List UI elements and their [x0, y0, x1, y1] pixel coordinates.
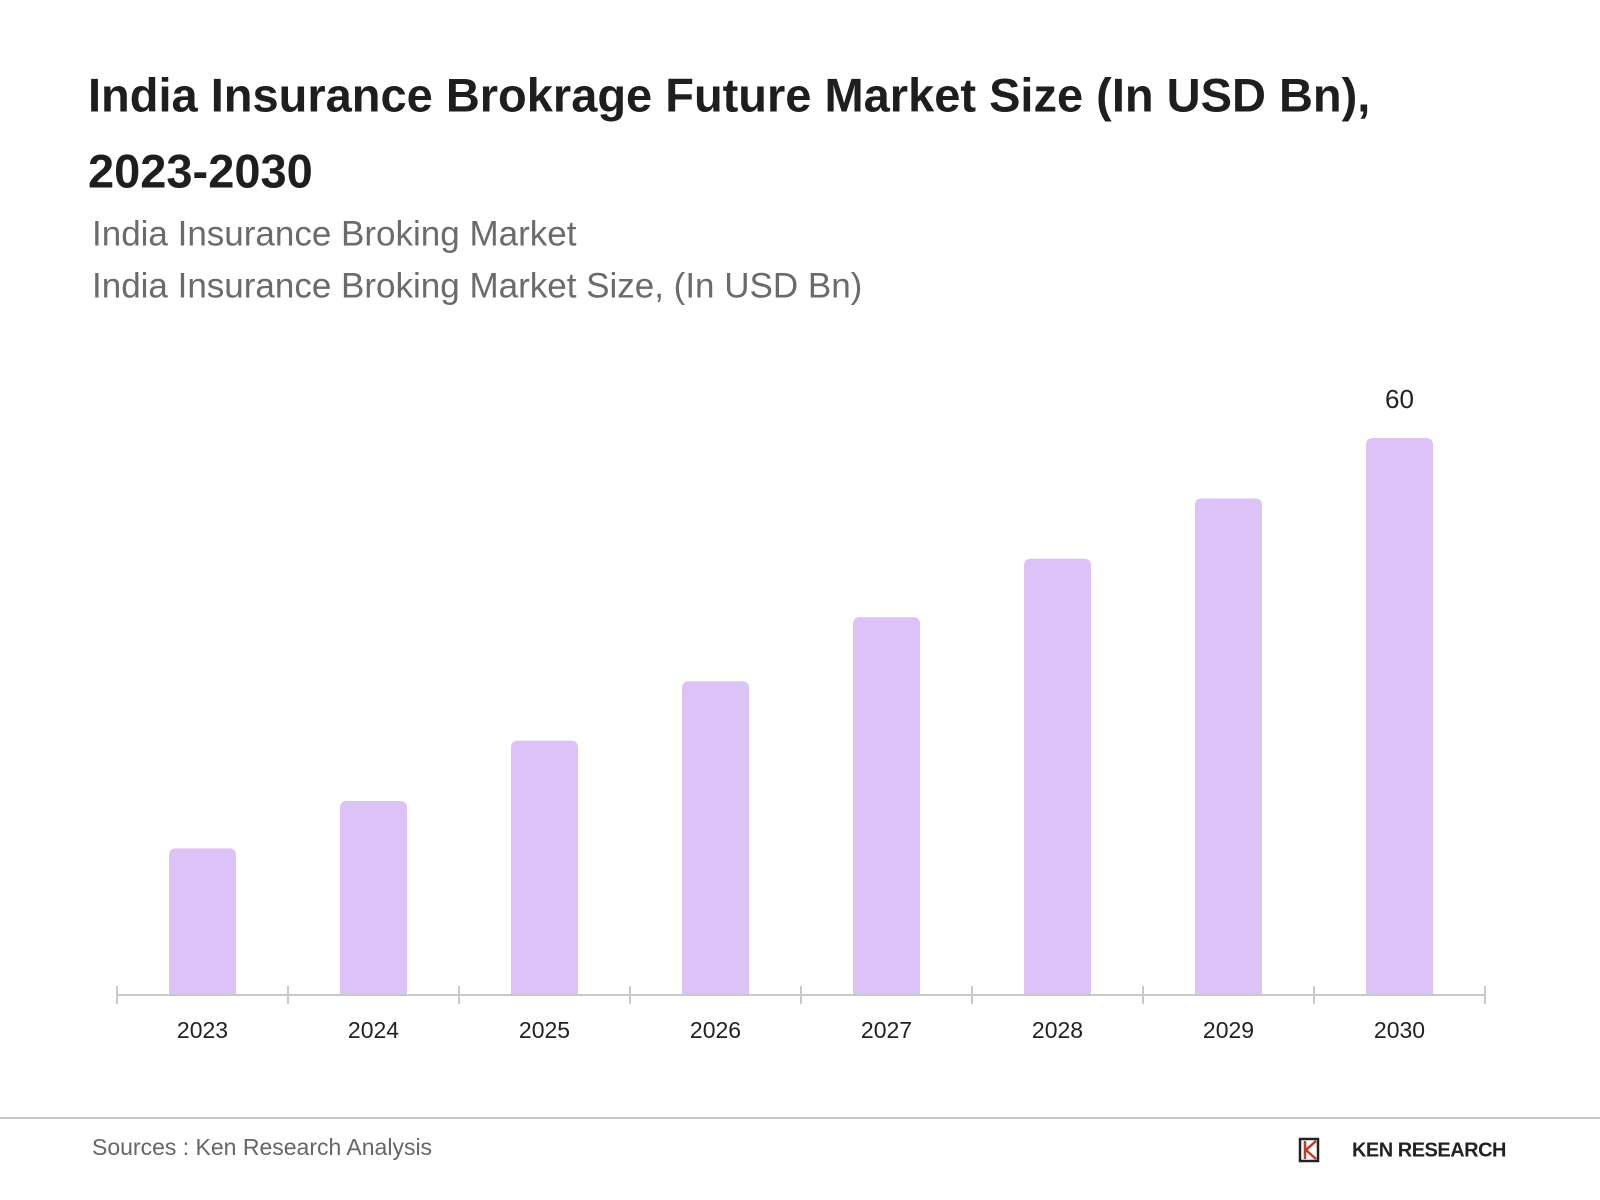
x-tick-label: 2029: [1203, 1017, 1254, 1043]
bar: [1366, 438, 1433, 995]
bar: [169, 848, 236, 995]
bar: [1024, 558, 1091, 995]
subtitle: India Insurance Broking Market Size, (In…: [92, 266, 862, 305]
x-tick-label: 2030: [1374, 1017, 1425, 1043]
x-tick-label: 2027: [861, 1017, 912, 1043]
x-tick-label: 2026: [690, 1017, 741, 1043]
bar: [1195, 498, 1262, 995]
logo: KEN RESEARCH: [1352, 1139, 1506, 1161]
subtitle: India Insurance Broking Market: [92, 214, 577, 253]
chart-title: India Insurance Brokrage Future Market S…: [88, 68, 1370, 121]
x-tick-label: 2028: [1032, 1017, 1083, 1043]
x-tick-label: 2025: [519, 1017, 570, 1043]
bar: [682, 681, 749, 995]
bar: [511, 740, 578, 995]
bar: [853, 617, 920, 995]
x-tick-label: 2023: [177, 1017, 228, 1043]
x-tick-label: 2024: [348, 1017, 399, 1043]
bar: [340, 800, 407, 995]
chart-title-line2: 2023-2030: [88, 144, 313, 197]
source: Sources : Ken Research Analysis: [92, 1134, 432, 1160]
logo-icon: [1298, 1137, 1320, 1163]
value-label: 60: [1385, 384, 1414, 414]
